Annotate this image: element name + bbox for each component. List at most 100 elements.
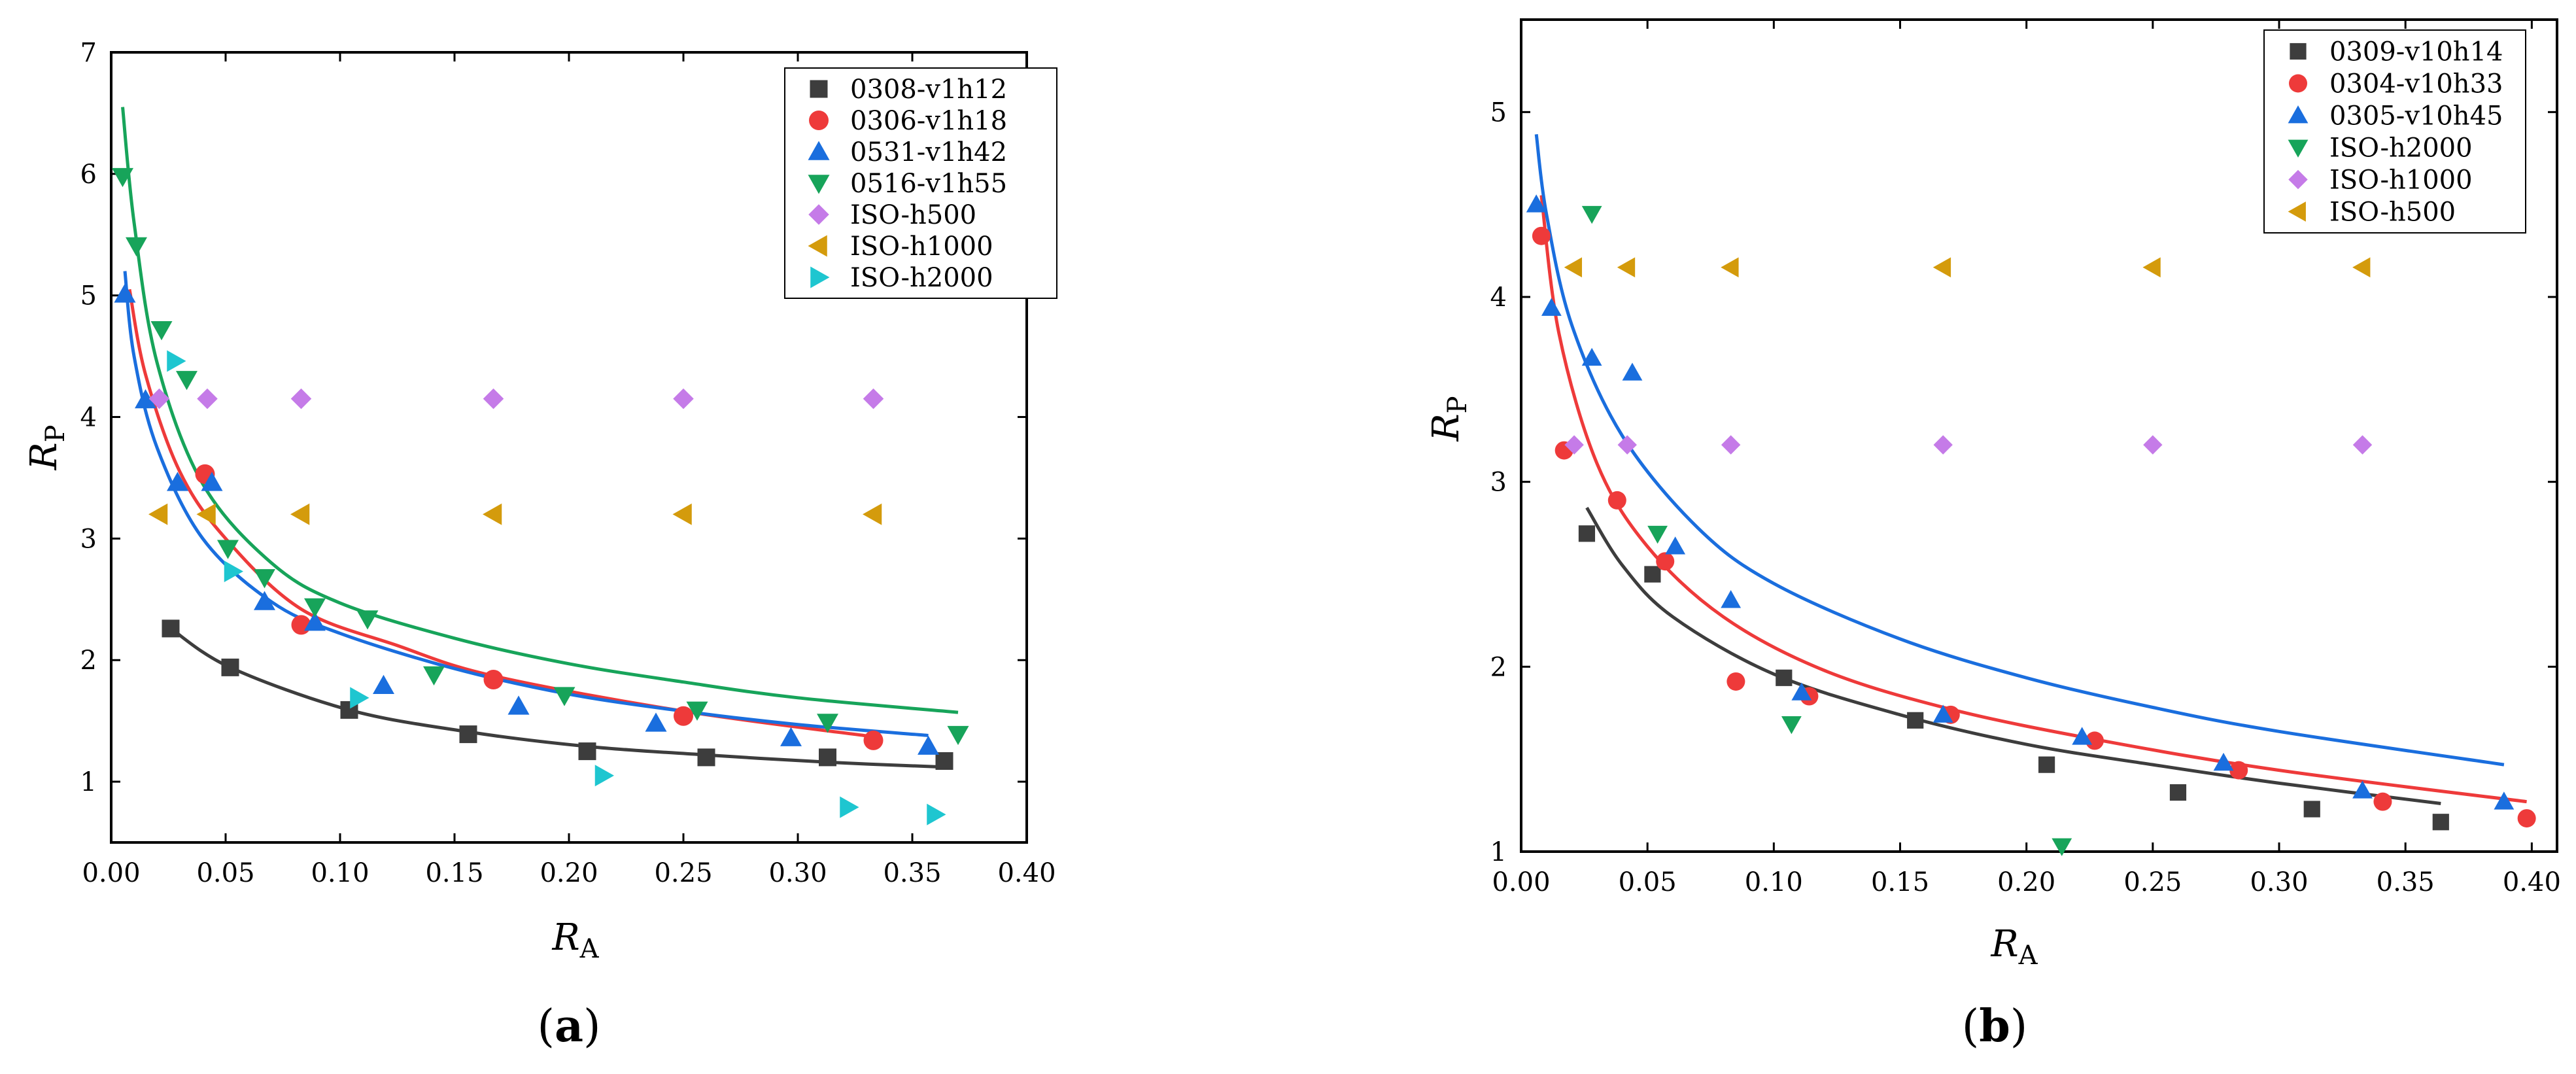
legend-marker <box>809 111 829 130</box>
x-tick-labels: 0.00 0.05 0.10 0.15 0.20 0.25 0.30 0.35 0.40 <box>82 858 1056 888</box>
data-point-0531-v1h42 <box>645 712 667 732</box>
data-points <box>112 167 969 825</box>
legend-box <box>784 67 1057 299</box>
y-tick-label: 5 <box>1490 97 1507 128</box>
data-point-0308-v1h12 <box>578 742 596 761</box>
x-tick-label: 0.05 <box>196 858 254 888</box>
y-tick-label: 1 <box>1490 837 1507 867</box>
data-point-iso-h2000 <box>927 803 946 825</box>
data-point-0531-v1h42 <box>135 389 156 409</box>
data-point-0305-v10h45 <box>1526 194 1547 213</box>
legend-marker <box>808 175 830 194</box>
x-tick-label: 0.20 <box>540 858 598 888</box>
x-tick-label: 0.10 <box>311 858 369 888</box>
data-point-0309-v10h14 <box>2432 814 2449 831</box>
x-tick-label: 0.25 <box>2123 867 2182 897</box>
x-tick-label: 0.25 <box>654 858 712 888</box>
panel-a: 0.00 0.05 0.10 0.15 0.20 0.25 0.30 0.35 0.40 1 2 3… <box>23 38 1057 1052</box>
legend-entry: ISO-h500 <box>2329 198 2456 228</box>
data-point-0516-v1h55 <box>817 714 838 733</box>
data-point-iso-h1000 <box>148 503 168 525</box>
data-point-0531-v1h42 <box>918 735 939 755</box>
y-tick-label: 2 <box>80 646 97 676</box>
legend: 0309-v10h140304-v10h330305-v10h45ISO-h20… <box>2263 29 2526 234</box>
data-point-0309-v10h14 <box>2169 784 2187 801</box>
data-point-0305-v10h45 <box>1791 682 1812 701</box>
legend-marker <box>2288 139 2309 158</box>
data-point-iso-h2000 <box>224 561 243 583</box>
data-point-0305-v10h45 <box>2494 791 2515 810</box>
data-point-iso-h500 <box>2352 257 2371 278</box>
data-point-0304-v10h33 <box>2229 761 2248 780</box>
data-point-0531-v1h42 <box>507 695 530 715</box>
data-point-0305-v10h45 <box>1665 536 1686 555</box>
y-axis-label-sub: P <box>1443 396 1473 413</box>
data-point-0306-v1h18 <box>483 669 504 689</box>
legend-marker <box>808 235 827 257</box>
data-point-iso-h2000 <box>1647 525 1668 544</box>
data-point-0531-v1h42 <box>167 472 188 491</box>
data-point-0305-v10h45 <box>1932 704 1953 723</box>
y-tick-label: 7 <box>80 38 97 68</box>
fit-curves <box>121 107 959 769</box>
data-point-iso-h500 <box>1721 257 1739 278</box>
legend-entry: 0531-v1h42 <box>850 137 1007 167</box>
data-point-0309-v10h14 <box>1644 566 1661 583</box>
y-tick-label: 4 <box>80 403 97 433</box>
data-point-0304-v10h33 <box>1656 552 1675 571</box>
data-point-0516-v1h55 <box>150 320 173 341</box>
fit-curve-0308-v1h12 <box>169 627 945 769</box>
panel-label: (a) <box>537 1000 600 1052</box>
data-point-iso-h1000 <box>1564 435 1584 455</box>
data-point-0516-v1h55 <box>553 687 575 706</box>
x-tick-labels: 0.00 0.05 0.10 0.15 0.20 0.25 0.30 0.35 0.40 <box>1492 867 2560 897</box>
y-tick-label: 6 <box>80 160 97 190</box>
data-point-iso-h500 <box>197 388 218 409</box>
legend-entry: ISO-h2000 <box>2329 133 2473 164</box>
data-point-iso-h500 <box>863 388 884 409</box>
data-point-0516-v1h55 <box>254 569 275 589</box>
data-point-0305-v10h45 <box>1721 590 1742 608</box>
fit-curves <box>1534 133 2527 805</box>
data-point-iso-h500 <box>483 388 504 409</box>
data-point-0516-v1h55 <box>686 701 708 721</box>
data-point-0304-v10h33 <box>1726 672 1745 691</box>
legend-marker <box>810 80 828 98</box>
y-axis-label: RP <box>1425 396 1473 442</box>
data-point-iso-h2000 <box>167 350 186 372</box>
data-point-0309-v10h14 <box>1907 712 1924 729</box>
y-tick-label: 3 <box>80 524 97 554</box>
data-point-0516-v1h55 <box>423 666 445 686</box>
data-point-0531-v1h42 <box>201 472 223 491</box>
x-axis-label: RA <box>1990 923 2038 971</box>
fit-curve-0531-v1h42 <box>123 271 929 737</box>
legend-entry: 0309-v10h14 <box>2329 37 2503 67</box>
data-point-0309-v10h14 <box>1578 525 1596 542</box>
x-tick-label: 0.40 <box>997 858 1056 888</box>
legend-entry: ISO-h2000 <box>850 263 993 293</box>
y-tick-labels: 1 2 3 4 5 6 7 <box>80 38 97 797</box>
legend-entry: 0516-v1h55 <box>850 169 1007 199</box>
data-point-0531-v1h42 <box>304 612 326 631</box>
y-tick-label: 4 <box>1490 283 1507 313</box>
data-point-iso-h500 <box>1932 257 1951 278</box>
data-point-iso-h1000 <box>290 503 310 525</box>
data-point-0304-v10h33 <box>2517 809 2536 828</box>
data-point-iso-h500 <box>673 388 694 409</box>
data-point-0516-v1h55 <box>126 237 147 256</box>
legend-entry: ISO-h1000 <box>850 232 993 262</box>
data-point-0305-v10h45 <box>2352 780 2373 799</box>
data-point-0516-v1h55 <box>356 610 379 630</box>
x-tick-label: 0.05 <box>1619 867 1677 897</box>
plot-frame <box>1520 18 2558 853</box>
data-point-0308-v1h12 <box>697 748 715 767</box>
y-axis-label: RP <box>23 424 71 470</box>
y-tick-label: 1 <box>80 767 97 797</box>
data-point-0308-v1h12 <box>162 619 180 638</box>
y-tick-label: 2 <box>1490 652 1507 682</box>
data-point-iso-h1000 <box>2143 435 2163 455</box>
data-point-0305-v10h45 <box>2072 727 2093 745</box>
panel-letter: b <box>1979 1000 2010 1052</box>
